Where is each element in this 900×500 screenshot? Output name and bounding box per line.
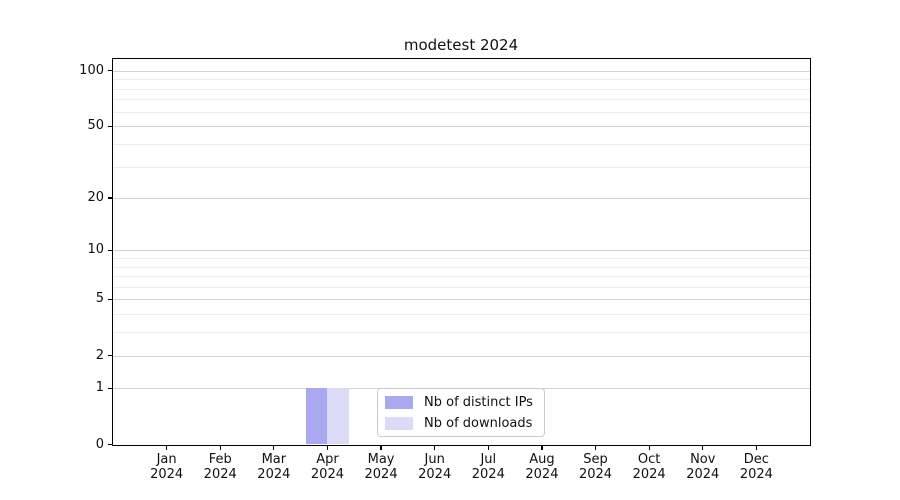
legend: Nb of distinct IPs Nb of downloads — [377, 388, 545, 437]
y-axis-tick-label: 20 — [87, 190, 104, 206]
major-gridline — [113, 250, 810, 252]
minor-gridline — [113, 266, 810, 268]
minor-gridline — [113, 332, 810, 334]
x-axis-tick-mark — [594, 444, 597, 450]
x-axis-tick-label: Aug 2024 — [525, 451, 559, 483]
minor-gridline — [113, 88, 810, 90]
minor-gridline — [113, 143, 810, 145]
y-axis-tick-label: 5 — [95, 291, 104, 307]
y-axis-tick-mark — [108, 298, 113, 301]
y-axis-tick-label: 10 — [87, 242, 104, 258]
legend-item-distinct-ips: Nb of distinct IPs — [385, 394, 536, 411]
x-axis-tick-label: Dec 2024 — [739, 451, 773, 483]
minor-gridline — [113, 276, 810, 278]
x-axis-tick-label: Feb 2024 — [203, 451, 237, 483]
minor-gridline — [113, 314, 810, 316]
major-gridline — [113, 355, 810, 357]
x-axis-tick-mark — [434, 444, 436, 450]
bar-nb-of-downloads-apr — [327, 388, 349, 445]
x-axis-tick-mark — [326, 444, 329, 450]
x-axis-tick-label: Mar 2024 — [257, 451, 291, 483]
x-axis-tick-mark — [648, 444, 650, 450]
x-axis-tick-mark — [541, 444, 543, 450]
minor-gridline — [113, 286, 810, 288]
x-axis-tick-mark — [755, 444, 757, 450]
legend-label-distinct-ips: Nb of distinct IPs — [424, 394, 533, 410]
x-axis-tick-mark — [219, 444, 221, 450]
y-axis-tick-mark — [108, 249, 113, 251]
chart-title: modetest 2024 — [403, 36, 519, 54]
minor-gridline — [113, 111, 810, 113]
legend-swatch-downloads — [385, 416, 413, 430]
y-axis-tick-mark — [108, 70, 113, 72]
y-axis-tick-label: 1 — [95, 380, 104, 396]
x-axis-tick-mark — [487, 444, 489, 450]
y-axis-tick-mark — [108, 197, 113, 199]
major-gridline — [113, 126, 810, 128]
x-axis-tick-label: Jan 2024 — [150, 451, 184, 483]
y-axis-tick-mark — [108, 443, 113, 446]
y-axis-tick-mark — [108, 354, 113, 357]
y-axis-tick-mark — [108, 387, 113, 389]
legend-item-downloads: Nb of downloads — [385, 415, 536, 432]
bar-nb-of-distinct-ips-apr — [305, 388, 328, 445]
x-axis-tick-mark — [702, 444, 704, 450]
major-gridline — [113, 70, 810, 72]
x-axis-tick-label: Jul 2024 — [471, 451, 505, 483]
x-axis-tick-label: Sep 2024 — [578, 451, 613, 483]
x-axis-tick-label: Nov 2024 — [686, 451, 720, 483]
x-axis-tick-mark — [166, 444, 168, 450]
minor-gridline — [113, 166, 810, 168]
minor-gridline — [113, 258, 810, 260]
y-axis-tick-mark — [108, 125, 113, 127]
x-axis-tick-mark — [380, 444, 382, 450]
y-axis-tick-label: 2 — [95, 347, 104, 363]
x-axis-tick-label: May 2024 — [364, 451, 398, 483]
legend-swatch-distinct-ips — [385, 395, 413, 409]
x-axis-tick-label: Oct 2024 — [632, 451, 666, 483]
x-axis-tick-label: Apr 2024 — [310, 451, 344, 483]
minor-gridline — [113, 99, 810, 101]
y-axis-tick-label: 0 — [95, 436, 104, 452]
x-axis-tick-label: Jun 2024 — [418, 451, 452, 483]
y-axis-tick-label: 50 — [87, 118, 104, 134]
y-axis-tick-label: 100 — [79, 62, 104, 78]
x-axis-tick-mark — [273, 444, 275, 450]
legend-label-downloads: Nb of downloads — [424, 415, 533, 431]
minor-gridline — [113, 79, 810, 81]
major-gridline — [113, 299, 810, 301]
major-gridline — [113, 198, 810, 200]
